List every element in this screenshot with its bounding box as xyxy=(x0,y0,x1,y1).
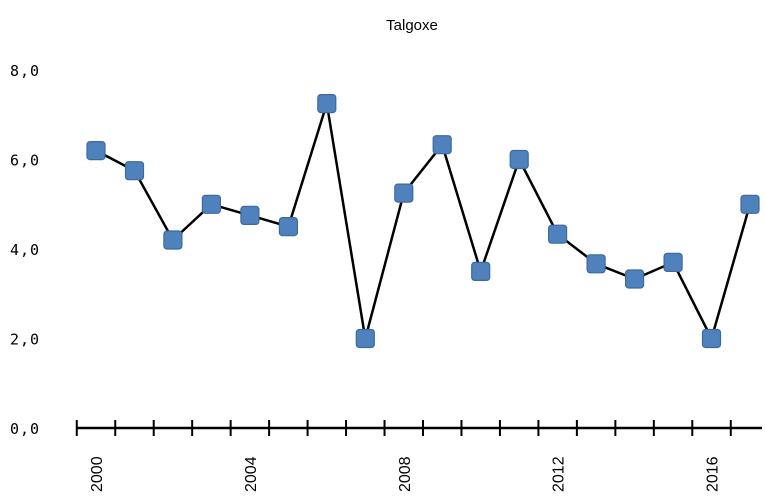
x-tick-label: 2012 xyxy=(551,456,568,492)
x-tick-label: 2000 xyxy=(89,456,106,492)
y-tick-label: 8,0 xyxy=(10,62,40,80)
data-point xyxy=(740,194,760,214)
data-point xyxy=(163,230,183,250)
data-point xyxy=(201,194,221,214)
x-tick-label: 2016 xyxy=(705,456,722,492)
y-axis-ticks: 0,0 2,0 4,0 6,0 8,0 xyxy=(10,62,40,438)
x-axis: 2000 2004 2008 2012 2016 xyxy=(75,420,762,492)
y-tick-label: 4,0 xyxy=(10,241,40,259)
data-point xyxy=(86,141,106,161)
x-tick-label: 2008 xyxy=(397,456,414,492)
data-point xyxy=(394,183,414,203)
data-point xyxy=(278,217,298,237)
series-line xyxy=(95,102,752,340)
data-point xyxy=(586,254,606,274)
data-point xyxy=(240,205,260,225)
y-tick-label: 2,0 xyxy=(10,331,40,349)
chart-title: Talgoxe xyxy=(386,17,438,34)
data-point xyxy=(547,224,568,244)
data-point xyxy=(471,261,491,281)
x-tick-label: 2004 xyxy=(243,456,260,492)
series-group xyxy=(86,93,760,349)
y-tick-label: 6,0 xyxy=(10,152,40,170)
data-point xyxy=(509,149,529,170)
data-point xyxy=(432,135,452,155)
data-point xyxy=(124,161,145,181)
data-point xyxy=(663,252,683,272)
data-point xyxy=(701,328,722,349)
data-point xyxy=(355,328,375,349)
data-point xyxy=(317,93,337,114)
data-point xyxy=(624,269,645,289)
y-tick-label: 0,0 xyxy=(10,420,40,438)
